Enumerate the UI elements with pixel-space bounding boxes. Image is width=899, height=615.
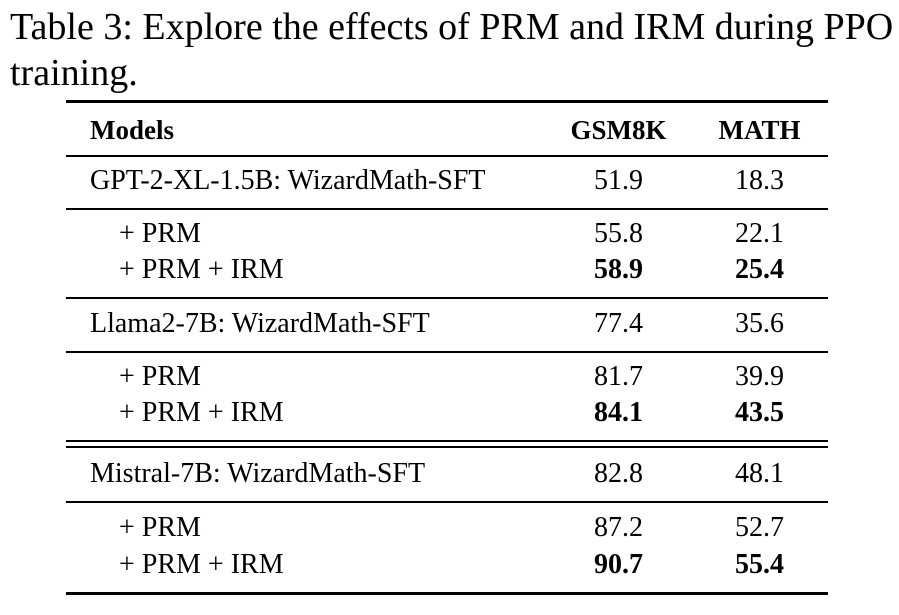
model-name: + PRM + IRM xyxy=(119,397,284,428)
model-name: Llama2-7B: WizardMath-SFT xyxy=(90,308,430,339)
top-rule xyxy=(66,100,828,103)
model-name: + PRM xyxy=(119,218,201,249)
gsm8k-value: 58.9 xyxy=(594,254,643,285)
gsm8k-value: 90.7 xyxy=(594,549,643,580)
math-value: 22.1 xyxy=(735,218,784,249)
gsm8k-value: 84.1 xyxy=(594,397,643,428)
table-row: + PRM + IRM 90.7 55.4 xyxy=(66,547,828,583)
gsm8k-value: 77.4 xyxy=(594,308,643,339)
table-row: + PRM 81.7 39.9 xyxy=(66,359,828,395)
math-value: 35.6 xyxy=(735,308,784,339)
group-rule xyxy=(66,297,828,299)
header-rule xyxy=(66,155,828,157)
gsm8k-value: 87.2 xyxy=(594,512,643,543)
math-value: 48.1 xyxy=(735,458,784,489)
gsm8k-value: 82.8 xyxy=(594,458,643,489)
math-value: 52.7 xyxy=(735,512,784,543)
table-caption: Table 3: Explore the effects of PRM and … xyxy=(10,6,894,94)
gsm8k-value: 55.8 xyxy=(594,218,643,249)
math-value: 18.3 xyxy=(735,165,784,196)
model-name: + PRM xyxy=(119,361,201,392)
table-row: + PRM + IRM 84.1 43.5 xyxy=(66,395,828,431)
model-name: GPT-2-XL-1.5B: WizardMath-SFT xyxy=(90,165,486,196)
table-header-row: Models GSM8K MATH xyxy=(66,112,828,148)
model-name: + PRM + IRM xyxy=(119,549,284,580)
gsm8k-value: 81.7 xyxy=(594,361,643,392)
math-value: 25.4 xyxy=(735,254,784,285)
math-value: 55.4 xyxy=(735,549,784,580)
bottom-rule xyxy=(66,592,828,595)
group-rule xyxy=(66,501,828,503)
model-name: Mistral-7B: WizardMath-SFT xyxy=(90,458,426,489)
header-gsm8k: GSM8K xyxy=(570,115,667,145)
math-value: 39.9 xyxy=(735,361,784,392)
table-row: + PRM 55.8 22.1 xyxy=(66,216,828,252)
math-value: 43.5 xyxy=(735,397,784,428)
group-rule xyxy=(66,351,828,353)
model-name: + PRM + IRM xyxy=(119,254,284,285)
header-math: MATH xyxy=(718,115,801,145)
table-row: + PRM + IRM 58.9 25.4 xyxy=(66,252,828,288)
group-rule xyxy=(66,208,828,210)
header-models: Models xyxy=(90,115,174,145)
double-rule-upper xyxy=(66,440,828,442)
gsm8k-value: 51.9 xyxy=(594,165,643,196)
table-row: + PRM 87.2 52.7 xyxy=(66,510,828,546)
table-row: Llama2-7B: WizardMath-SFT 77.4 35.6 xyxy=(66,306,828,342)
table-row: GPT-2-XL-1.5B: WizardMath-SFT 51.9 18.3 xyxy=(66,163,828,199)
double-rule-lower xyxy=(66,446,828,448)
model-name: + PRM xyxy=(119,512,201,543)
table-row: Mistral-7B: WizardMath-SFT 82.8 48.1 xyxy=(66,456,828,492)
